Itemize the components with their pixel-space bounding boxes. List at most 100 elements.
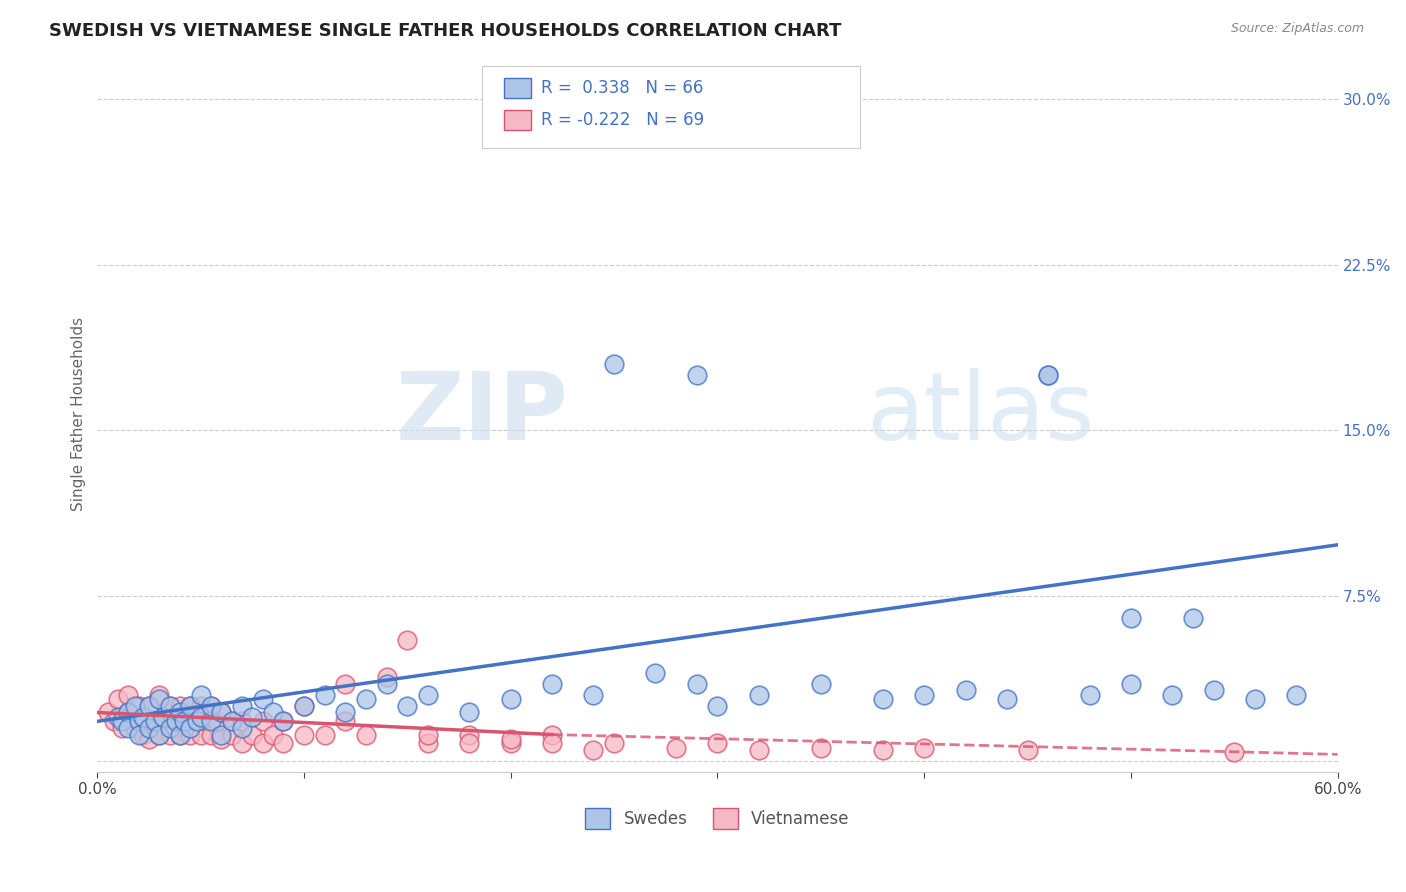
Point <box>912 740 935 755</box>
Point <box>458 706 481 720</box>
Point <box>152 710 174 724</box>
Point <box>1161 688 1184 702</box>
Point <box>686 677 709 691</box>
Point <box>128 714 150 729</box>
Point <box>209 706 232 720</box>
Point <box>169 727 191 741</box>
Point <box>1181 610 1204 624</box>
Point <box>159 727 181 741</box>
Point <box>111 721 134 735</box>
Point <box>179 698 201 713</box>
Point <box>117 706 139 720</box>
Point <box>335 706 357 720</box>
Point <box>221 714 243 729</box>
Point <box>148 688 170 702</box>
Point <box>273 736 295 750</box>
Point <box>173 714 195 729</box>
Point <box>354 727 377 741</box>
Point <box>252 714 274 729</box>
Point <box>152 710 174 724</box>
Point <box>117 706 139 720</box>
Point <box>582 688 605 702</box>
Point <box>416 727 439 741</box>
Point <box>314 727 336 741</box>
Point <box>1202 683 1225 698</box>
Point <box>354 692 377 706</box>
Point <box>159 698 181 713</box>
Point <box>143 714 166 729</box>
Point <box>242 727 264 741</box>
Point <box>686 368 709 382</box>
Point <box>231 721 253 735</box>
Legend: Swedes, Vietnamese: Swedes, Vietnamese <box>579 802 856 836</box>
Point <box>706 698 728 713</box>
Point <box>292 727 315 741</box>
Point <box>499 692 522 706</box>
Point <box>200 714 222 729</box>
Point <box>314 688 336 702</box>
Text: Source: ZipAtlas.com: Source: ZipAtlas.com <box>1230 22 1364 36</box>
Point <box>262 727 284 741</box>
Point <box>375 677 398 691</box>
Point <box>190 698 212 713</box>
Point <box>148 727 170 741</box>
Point <box>117 721 139 735</box>
Point <box>194 714 217 729</box>
Point <box>209 731 232 746</box>
Point <box>143 714 166 729</box>
Point <box>221 714 243 729</box>
Point <box>107 692 129 706</box>
Point <box>1285 688 1308 702</box>
Point <box>231 736 253 750</box>
Point <box>169 706 191 720</box>
Point <box>603 357 626 371</box>
Point <box>159 698 181 713</box>
Point <box>458 736 481 750</box>
FancyBboxPatch shape <box>482 66 860 148</box>
Point <box>207 714 229 729</box>
Text: R =  0.338   N = 66: R = 0.338 N = 66 <box>541 79 704 97</box>
Point <box>1038 368 1060 382</box>
Point <box>292 698 315 713</box>
Point <box>103 714 125 729</box>
Point <box>273 714 295 729</box>
Point <box>148 727 170 741</box>
Point <box>665 740 688 755</box>
Point <box>1078 688 1101 702</box>
Point <box>179 727 201 741</box>
Point <box>221 727 243 741</box>
Point <box>200 698 222 713</box>
Point <box>107 710 129 724</box>
Point <box>955 683 977 698</box>
Point <box>499 731 522 746</box>
Point <box>335 677 357 691</box>
Point <box>396 698 419 713</box>
Point <box>416 736 439 750</box>
Point <box>375 670 398 684</box>
Point <box>186 714 208 729</box>
Point <box>97 706 120 720</box>
Point <box>169 698 191 713</box>
Point <box>186 714 208 729</box>
Point <box>132 710 155 724</box>
Point <box>179 721 201 735</box>
Text: SWEDISH VS VIETNAMESE SINGLE FATHER HOUSEHOLDS CORRELATION CHART: SWEDISH VS VIETNAMESE SINGLE FATHER HOUS… <box>49 22 842 40</box>
Point <box>200 698 222 713</box>
Point <box>209 727 232 741</box>
Point <box>541 736 564 750</box>
Point <box>252 736 274 750</box>
Point <box>810 677 832 691</box>
Point <box>190 727 212 741</box>
Point <box>416 688 439 702</box>
Y-axis label: Single Father Households: Single Father Households <box>72 317 86 510</box>
Point <box>252 692 274 706</box>
Point <box>396 632 419 647</box>
Point <box>165 714 187 729</box>
FancyBboxPatch shape <box>505 78 531 98</box>
Point <box>748 688 770 702</box>
Point <box>128 727 150 741</box>
Point <box>995 692 1018 706</box>
Point <box>128 698 150 713</box>
Point <box>262 706 284 720</box>
Point <box>603 736 626 750</box>
